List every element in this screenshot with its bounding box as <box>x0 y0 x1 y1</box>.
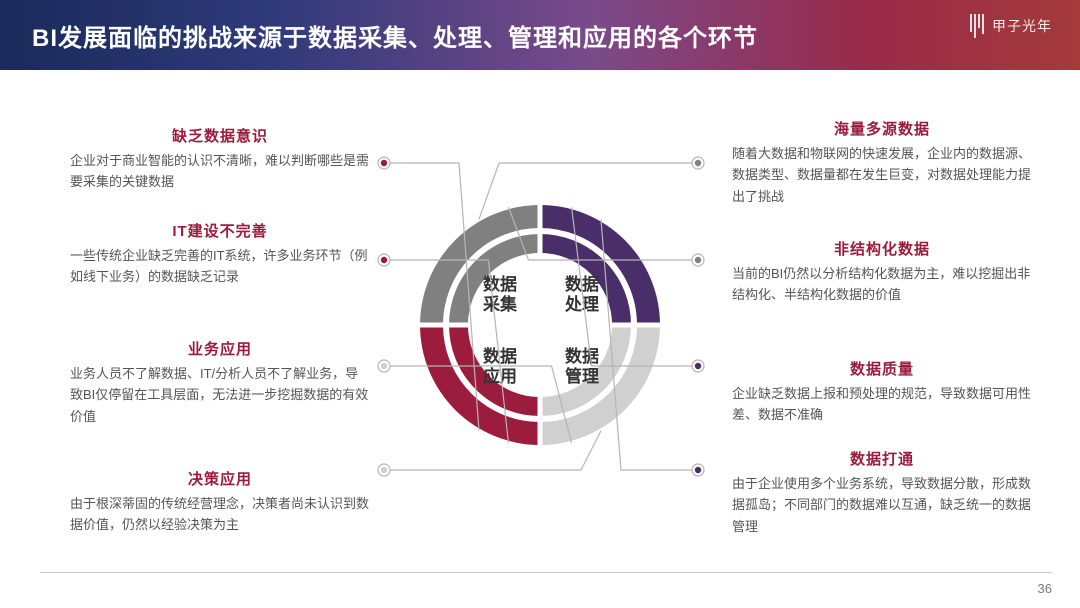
right-block-2: 数据质量企业缺乏数据上报和预处理的规范，导致数据可用性差、数据不准确 <box>732 358 1032 426</box>
right-block-0: 海量多源数据随着大数据和物联网的快速发展，企业内的数据源、数据类型、数据量都在发… <box>732 118 1032 207</box>
right-block-3: 数据打通由于企业使用多个业务系统，导致数据分散，形成数据孤岛；不同部门的数据难以… <box>732 448 1032 537</box>
block-title: 业务应用 <box>70 338 370 359</box>
left-block-1: IT建设不完善一些传统企业缺乏完善的IT系统，许多业务环节（例如线下业务）的数据… <box>70 220 370 288</box>
page-number: 36 <box>1038 581 1052 596</box>
ring-label-collect: 数据 <box>483 274 517 294</box>
block-body: 业务人员不了解数据、IT/分析人员不了解业务，导致BI仅停留在工具层面，无法进一… <box>70 363 370 427</box>
block-body: 企业缺乏数据上报和预处理的规范，导致数据可用性差、数据不准确 <box>732 383 1032 426</box>
block-title: 海量多源数据 <box>732 118 1032 139</box>
left-block-3: 决策应用由于根深蒂固的传统经营理念，决策者尚未认识到数据价值，仍然以经验决策为主 <box>70 468 370 536</box>
block-title: 非结构化数据 <box>732 238 1032 259</box>
block-body: 由于企业使用多个业务系统，导致数据分散，形成数据孤岛；不同部门的数据难以互通，缺… <box>732 473 1032 537</box>
content-area: 数据采集数据处理数据管理数据应用 缺乏数据意识企业对于商业智能的认识不清晰，难以… <box>0 70 1080 580</box>
block-title: 数据打通 <box>732 448 1032 469</box>
slide: BI发展面临的挑战来源于数据采集、处理、管理和应用的各个环节 甲子光年 数据采集… <box>0 0 1080 608</box>
left-block-2: 业务应用业务人员不了解数据、IT/分析人员不了解业务，导致BI仅停留在工具层面，… <box>70 338 370 427</box>
block-title: 决策应用 <box>70 468 370 489</box>
block-title: 缺乏数据意识 <box>70 125 370 146</box>
block-body: 随着大数据和物联网的快速发展，企业内的数据源、数据类型、数据量都在发生巨变，对数… <box>732 143 1032 207</box>
block-body: 当前的BI仍然以分析结构化数据为主，难以挖掘出非结构化、半结构化数据的价值 <box>732 263 1032 306</box>
left-block-0: 缺乏数据意识企业对于商业智能的认识不清晰，难以判断哪些是需要采集的关键数据 <box>70 125 370 193</box>
block-body: 企业对于商业智能的认识不清晰，难以判断哪些是需要采集的关键数据 <box>70 150 370 193</box>
block-body: 一些传统企业缺乏完善的IT系统，许多业务环节（例如线下业务）的数据缺乏记录 <box>70 245 370 288</box>
block-body: 由于根深蒂固的传统经营理念，决策者尚未认识到数据价值，仍然以经验决策为主 <box>70 493 370 536</box>
svg-text:处理: 处理 <box>564 294 599 314</box>
ring-label-manage: 数据 <box>565 346 599 366</box>
block-title: IT建设不完善 <box>70 220 370 241</box>
svg-text:管理: 管理 <box>565 366 599 386</box>
right-block-1: 非结构化数据当前的BI仍然以分析结构化数据为主，难以挖掘出非结构化、半结构化数据… <box>732 238 1032 306</box>
svg-text:采集: 采集 <box>482 294 518 314</box>
block-title: 数据质量 <box>732 358 1032 379</box>
footer-rule: 36 <box>40 572 1052 594</box>
